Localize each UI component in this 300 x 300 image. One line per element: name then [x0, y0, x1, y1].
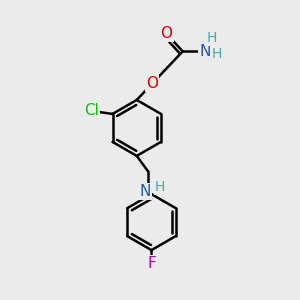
Text: O: O	[160, 26, 172, 41]
Text: O: O	[146, 76, 158, 91]
Text: N: N	[199, 44, 211, 59]
Text: H: H	[212, 47, 222, 61]
Text: Cl: Cl	[85, 103, 99, 118]
Text: H: H	[207, 31, 217, 45]
Text: H: H	[155, 180, 166, 194]
Text: F: F	[147, 256, 156, 271]
Text: N: N	[139, 184, 151, 199]
